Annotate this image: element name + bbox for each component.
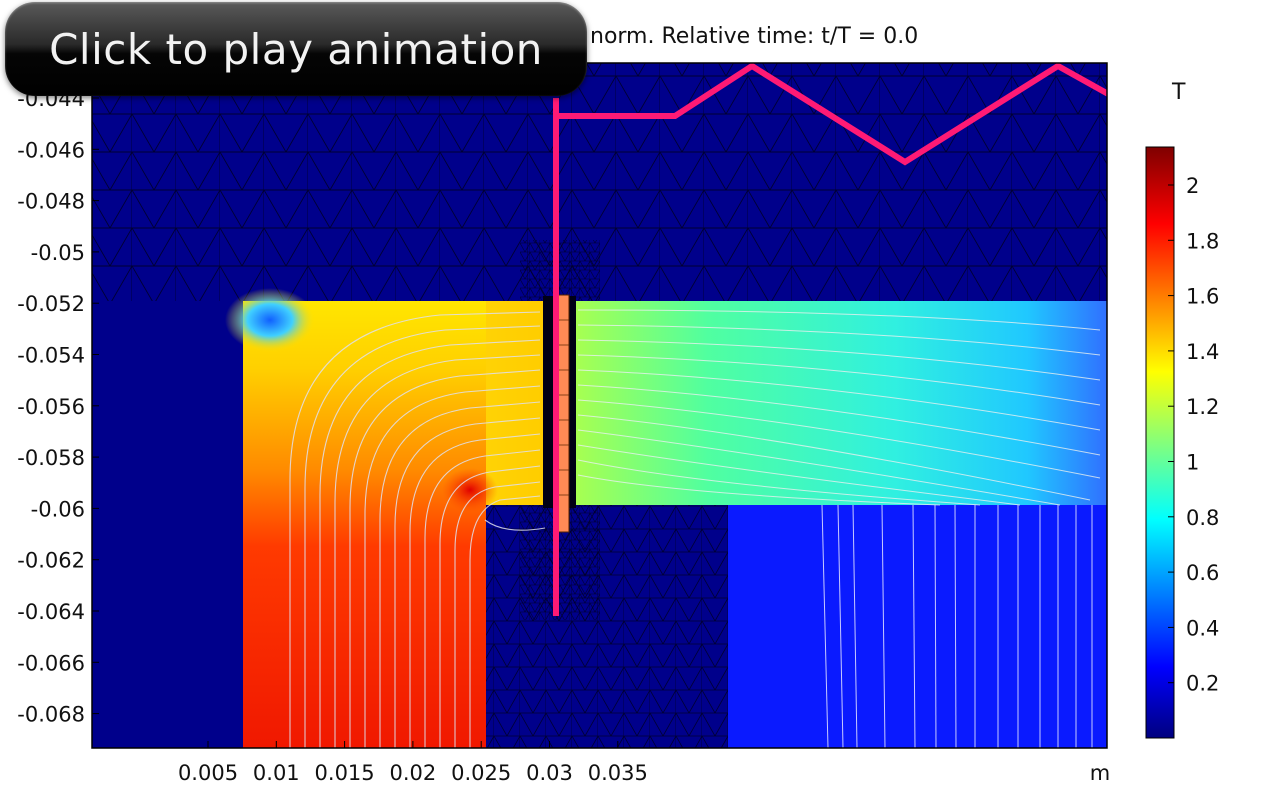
x-tick-label: 0.01 <box>253 761 300 785</box>
y-tick-label: -0.064 <box>17 600 85 624</box>
y-tick-label: -0.048 <box>17 190 85 214</box>
colorbar-tick-label: 0.8 <box>1186 506 1219 530</box>
x-tick-label: 0.015 <box>315 761 375 785</box>
colorbar-tick-label: 1.2 <box>1186 395 1219 419</box>
x-tick-label: 0.005 <box>178 761 238 785</box>
streamlines-lower-right <box>821 504 1093 748</box>
y-tick-label: -0.052 <box>17 292 85 316</box>
right-block-lower <box>728 505 1107 748</box>
x-tick-label: 0.02 <box>390 761 437 785</box>
plot-title: norm. Relative time: t/T = 0.0 <box>590 24 919 49</box>
y-tick-label: -0.06 <box>31 497 85 521</box>
y-axis: -0.044-0.046-0.048-0.05-0.052-0.054-0.05… <box>17 87 99 727</box>
x-axis: 0.005 0.01 0.015 0.02 0.025 0.03 0.035 m <box>178 741 1110 785</box>
x-tick-label: 0.035 <box>588 761 648 785</box>
colorbar-title: T <box>1172 80 1186 105</box>
right-block-band <box>575 301 1107 505</box>
colorbar-tick-label: 1 <box>1186 451 1199 475</box>
colorbar-ticks: 2 1.8 1.6 1.4 1.2 1 0.8 0.6 0.4 0.2 <box>1168 174 1219 696</box>
colorbar <box>1145 146 1175 739</box>
colorbar-tick-label: 2 <box>1186 174 1199 198</box>
gap-right <box>568 296 576 508</box>
x-unit-label: m <box>1090 761 1110 785</box>
colorbar-tick-label: 1.8 <box>1186 229 1219 253</box>
coil-trace <box>553 63 1107 616</box>
y-tick-label: -0.046 <box>17 138 85 162</box>
colorbar-tick-label: 1.4 <box>1186 340 1219 364</box>
colorbar-tick-label: 0.2 <box>1186 672 1219 696</box>
colorbar-tick-label: 1.6 <box>1186 285 1219 309</box>
hot-corner <box>442 468 498 512</box>
y-tick-label: -0.054 <box>17 344 85 368</box>
y-tick-label: -0.058 <box>17 446 85 470</box>
y-tick-label: -0.068 <box>17 703 85 727</box>
y-tick-label: -0.056 <box>17 395 85 419</box>
colorbar-tick-label: 0.4 <box>1186 616 1219 640</box>
gap-left <box>543 296 553 508</box>
x-tick-label: 0.03 <box>526 761 573 785</box>
field-plot-area <box>92 63 1107 748</box>
y-tick-label: -0.05 <box>31 241 85 265</box>
y-tick-label: -0.066 <box>17 651 85 675</box>
streamlines-right <box>577 309 1101 506</box>
colorbar-tick-label: 0.6 <box>1186 561 1219 585</box>
x-tick-label: 0.025 <box>451 761 511 785</box>
y-tick-label: -0.062 <box>17 549 85 573</box>
streamlines-left <box>289 311 546 748</box>
cool-spot <box>225 288 315 352</box>
play-animation-button[interactable]: Click to play animation <box>5 2 587 96</box>
